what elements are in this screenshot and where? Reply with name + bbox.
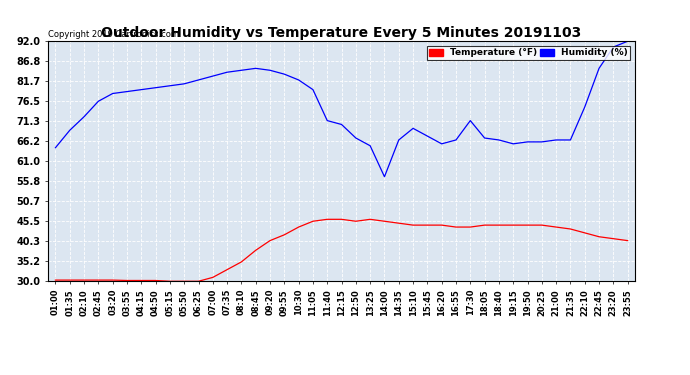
Title: Outdoor Humidity vs Temperature Every 5 Minutes 20191103: Outdoor Humidity vs Temperature Every 5 … [101, 26, 582, 40]
Text: Copyright 2019 Cartronics.com: Copyright 2019 Cartronics.com [48, 30, 179, 39]
Legend: Temperature (°F), Humidity (%): Temperature (°F), Humidity (%) [426, 46, 630, 60]
